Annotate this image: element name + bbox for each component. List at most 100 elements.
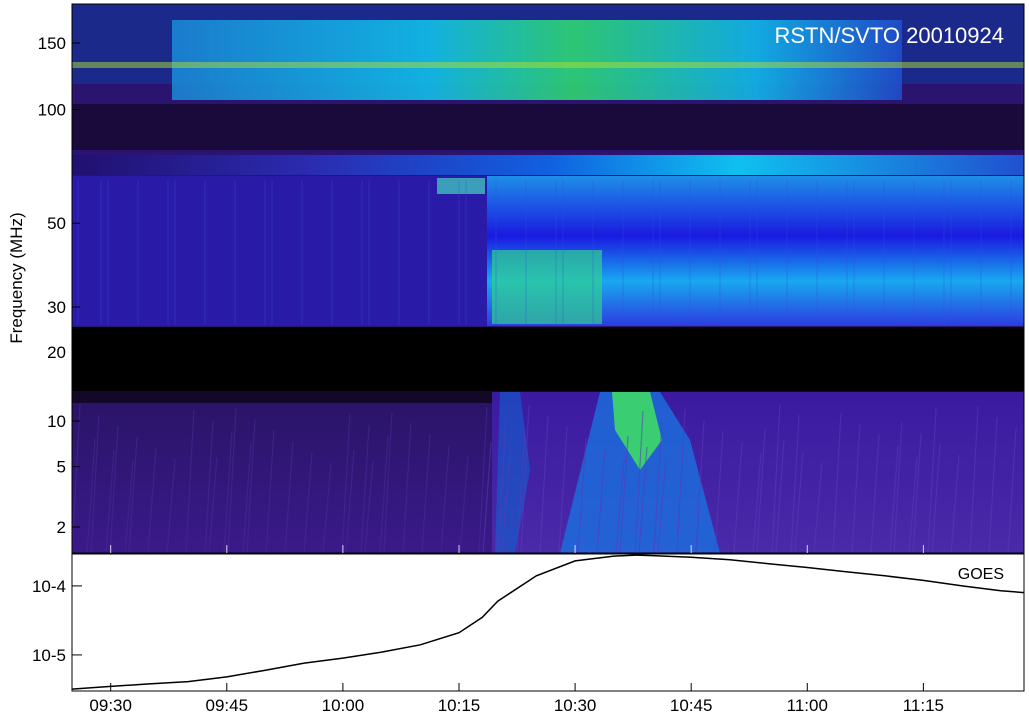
goes-panel: GOES	[71, 553, 1025, 692]
band-dark-100	[72, 104, 1024, 150]
noise-streak	[242, 442, 252, 554]
noise-streak	[360, 424, 370, 554]
noise-streak	[832, 412, 842, 554]
noise-streak	[577, 437, 587, 554]
noise-streak	[988, 416, 998, 554]
noise-streak	[657, 457, 667, 554]
x-tick-label: 10:15	[438, 696, 481, 715]
noise-streak	[889, 445, 899, 554]
noise-streak	[501, 453, 511, 554]
noise-streak	[794, 450, 804, 554]
spectrogram-y-tick-label: 30	[47, 298, 66, 317]
noise-streak	[539, 415, 549, 554]
noise-streak	[558, 426, 568, 554]
spectrogram-y-tick-label: 150	[38, 34, 66, 53]
noise-streak	[227, 407, 237, 554]
band-150-stripe	[72, 62, 1024, 68]
noise-streak	[950, 454, 960, 554]
spectrogram-y-axis-title: Frequency (MHz)	[7, 212, 26, 343]
noise-streak	[927, 407, 937, 554]
spectrogram-y-tick-label: 100	[38, 101, 66, 120]
data-gap-band	[72, 327, 1024, 391]
noise-streak	[676, 408, 686, 554]
noise-streak	[223, 431, 233, 554]
noise-streak	[634, 410, 644, 554]
spectrogram-frame	[71, 3, 1025, 554]
spectrogram-y-tick-label: 50	[47, 214, 66, 233]
band-80	[72, 155, 1024, 175]
noise-streak	[931, 443, 941, 554]
noise-streak	[185, 409, 195, 554]
x-tick-label: 11:15	[903, 696, 944, 715]
spectrogram-panel: RSTN/SVTO 20010924	[71, 3, 1025, 554]
goes-y-ticks: 10-5 10-4	[32, 577, 82, 665]
noise-streak	[482, 442, 492, 554]
noise-streak	[733, 441, 743, 554]
band-top-emission	[172, 20, 902, 100]
noise-streak	[478, 406, 488, 554]
noise-streak	[284, 440, 294, 554]
noise-streak	[383, 411, 393, 554]
spectrogram-y-tick-label: 2	[57, 518, 66, 537]
noise-streak	[790, 414, 800, 554]
noise-streak	[71, 403, 81, 554]
x-tick-label: 09:30	[89, 696, 132, 715]
noise-streak	[341, 413, 351, 554]
spectrogram-y-tick-label: 20	[47, 343, 66, 362]
burst-lowfreq-green	[612, 392, 662, 470]
noise-streak	[246, 418, 256, 554]
x-tick-label: 10:00	[322, 696, 365, 715]
noise-streak	[303, 451, 313, 554]
noise-streak	[421, 433, 431, 554]
noise-streak	[756, 428, 766, 554]
noise-streak	[969, 405, 979, 554]
noise-streak	[105, 449, 115, 554]
noise-streak	[851, 423, 861, 554]
burst-green-30mhz	[492, 250, 602, 324]
noise-streak	[813, 461, 823, 554]
noise-streak	[908, 456, 918, 554]
noise-streak	[1007, 427, 1017, 554]
goes-y-tick-label: 10-4	[32, 577, 66, 596]
burst-left-streak	[495, 392, 530, 553]
goes-background	[71, 553, 1025, 692]
spectrogram-y-tick-label: 5	[57, 458, 66, 477]
spectrogram-y-tick-label: 10	[47, 412, 66, 431]
noise-streak	[775, 439, 785, 554]
noise-streak	[497, 417, 507, 554]
x-tick-label: 09:45	[206, 696, 249, 715]
spectrogram-y-ticks: 2 5 10 20 30 50 100 150	[38, 34, 80, 537]
noise-streak	[379, 435, 389, 554]
goes-y-tick-label: 10-5	[32, 646, 66, 665]
noise-streak	[912, 432, 922, 554]
x-tick-label: 11:00	[787, 696, 828, 715]
noise-streak	[402, 422, 412, 554]
noise-streak	[440, 444, 450, 554]
noise-streak	[516, 428, 526, 554]
noise-streak	[90, 414, 100, 554]
noise-streak	[619, 435, 629, 554]
noise-streak	[128, 436, 138, 554]
noise-streak	[204, 420, 214, 554]
noise-streak	[870, 434, 880, 554]
x-tick-label: 10:30	[554, 696, 597, 715]
noise-streak	[520, 404, 530, 554]
noise-streak	[771, 403, 781, 554]
noise-streak	[345, 449, 355, 554]
noise-streak	[124, 460, 134, 554]
region-mid-left	[72, 176, 487, 326]
noise-streak	[166, 458, 176, 554]
x-tick-label: 10:45	[670, 696, 713, 715]
goes-legend: GOES	[958, 566, 1004, 583]
spectrogram-title: RSTN/SVTO 20010924	[775, 23, 1005, 48]
noise-streak	[86, 438, 96, 554]
noise-streak	[147, 447, 157, 554]
goes-series-line	[71, 554, 1025, 690]
noise-streak	[322, 462, 332, 554]
burst-upper	[437, 178, 485, 194]
noise-streak	[265, 429, 275, 554]
noise-streak	[714, 430, 724, 554]
noise-streaks	[71, 180, 1017, 554]
noise-streak	[752, 452, 762, 554]
noise-streak	[109, 425, 119, 554]
